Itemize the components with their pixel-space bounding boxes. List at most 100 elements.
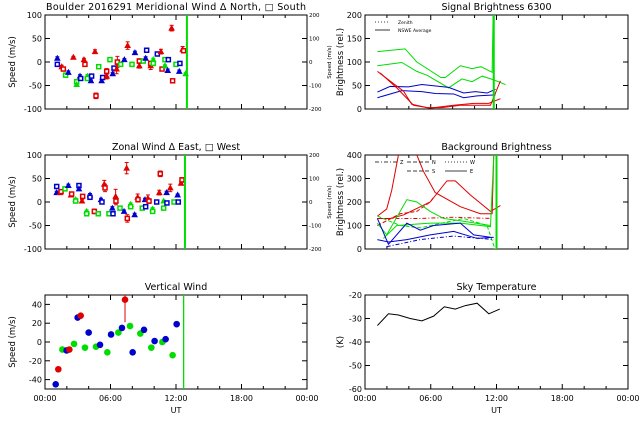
data-point-square [153, 199, 160, 205]
data-point-square [117, 61, 124, 68]
data-point-square [135, 196, 141, 203]
data-point-triangle [131, 49, 139, 56]
data-point-square [110, 211, 116, 217]
right-axis-tick-label: -100 [309, 224, 322, 230]
plot-area [52, 295, 180, 388]
chart-title: Background Brightness [441, 142, 551, 153]
data-point-triangle [164, 66, 172, 73]
data-point-square [171, 199, 177, 205]
data-point-square [58, 188, 64, 195]
x-tick-label: 18:00 [551, 394, 574, 403]
series-line-red-w [377, 180, 501, 219]
data-point-triangle [109, 70, 117, 77]
series-line-green-e [376, 199, 491, 236]
y-tick-label: 0 [357, 245, 362, 254]
panel-4: Background Brightness Brightness (rel.) 0 1… [336, 142, 629, 254]
data-point-square [175, 199, 182, 205]
right-axis-tick-label: 0 [309, 200, 313, 206]
series-line-red-1 [377, 71, 501, 109]
series-line-red-e-2 [416, 155, 495, 215]
series-line-blue-lower [377, 90, 496, 99]
data-point-circle [55, 365, 62, 373]
x-tick-label: 00:00 [353, 394, 376, 403]
chart-title: Boulder 2016291 Meridional Wind Δ North,… [46, 2, 306, 13]
data-point-square [62, 72, 69, 78]
data-point-square [83, 211, 90, 217]
data-point-circle [66, 346, 73, 353]
data-point-square [179, 177, 185, 183]
data-point-square [95, 211, 102, 217]
right-axis-tick-label: -200 [309, 107, 322, 113]
y-tick-label: 200 [347, 11, 362, 20]
data-point-triangle [78, 197, 86, 204]
data-point-triangle [168, 24, 175, 31]
data-point-square [102, 185, 108, 191]
data-point-triangle [109, 204, 116, 211]
plot-frame [364, 294, 629, 390]
data-point-triangle [135, 62, 143, 69]
right-axis-tick-label: 100 [309, 37, 320, 43]
data-point-square [159, 66, 165, 72]
data-point-circle [52, 381, 59, 388]
data-point-triangle [174, 191, 181, 198]
right-axis-tick-label: 200 [309, 13, 320, 19]
data-point-square [68, 191, 75, 197]
legend-label: Z [400, 160, 404, 166]
data-point-square [113, 198, 119, 204]
series-line-blue-upper [377, 84, 496, 94]
y-tick-label: 50 [352, 82, 362, 91]
panel-3: Zonal Wind Δ East, □ West Speed (m/s) -100… [8, 142, 333, 254]
right-axis-label: Speed (m/s) [327, 185, 333, 218]
data-point-triangle [75, 185, 83, 192]
series-line-red-2 [379, 72, 501, 109]
data-point-square [180, 47, 187, 54]
right-axis-label: Speed (m/s) [327, 45, 333, 78]
y-tick-label: -50 [29, 222, 42, 231]
data-point-square [150, 60, 157, 67]
data-point-triangle [131, 211, 138, 218]
y-tick-label: 100 [27, 11, 42, 20]
y-tick-label: 50 [32, 35, 42, 44]
y-tick-label: -40 [29, 376, 42, 385]
legend-label: N [432, 160, 436, 166]
data-point-triangle [142, 54, 150, 61]
data-point-triangle [121, 56, 128, 63]
x-tick-label: 18:00 [230, 394, 253, 403]
y-tick-label: 200 [347, 198, 362, 207]
y-axis-label: Speed (m/s) [8, 316, 18, 368]
y-tick-label: 100 [347, 222, 362, 231]
data-point-circle [151, 337, 158, 345]
y-tick-label: -40 [349, 338, 362, 347]
series-line-blue-e [376, 218, 491, 246]
right-axis-tick-label: 0 [309, 60, 313, 66]
legend-label: Zenith [398, 20, 413, 26]
data-point-circle [81, 344, 89, 351]
data-point-square [93, 93, 99, 99]
series-line-green-n [377, 215, 496, 249]
x-tick-label: 00:00 [295, 394, 318, 403]
y-tick-label: 300 [347, 175, 362, 184]
data-point-triangle [120, 207, 128, 214]
data-point-circle [173, 320, 180, 328]
data-point-square [157, 171, 164, 177]
plot-area [377, 15, 506, 109]
series-line-red-e-1 [377, 155, 399, 217]
y-axis-label: Speed (m/s) [8, 36, 18, 88]
panel-1: Boulder 2016291 Meridional Wind Δ North,… [8, 2, 333, 114]
data-point-triangle [163, 189, 170, 196]
right-axis-tick-label: 100 [309, 177, 320, 183]
y-tick-label: -100 [24, 105, 42, 114]
data-point-triangle [166, 184, 174, 191]
legend-label: W [470, 160, 475, 166]
y-tick-label: 0 [37, 198, 42, 207]
legend-label: NSWE Average [398, 28, 432, 34]
y-axis-label: Brightness (rel.) [336, 168, 346, 236]
data-point-square [129, 61, 135, 68]
x-tick-label: 12:00 [485, 394, 508, 403]
data-point-circle [121, 296, 129, 304]
data-point-square [142, 203, 149, 210]
data-point-square [165, 56, 172, 63]
data-point-triangle [103, 72, 111, 79]
data-point-triangle [113, 65, 120, 72]
